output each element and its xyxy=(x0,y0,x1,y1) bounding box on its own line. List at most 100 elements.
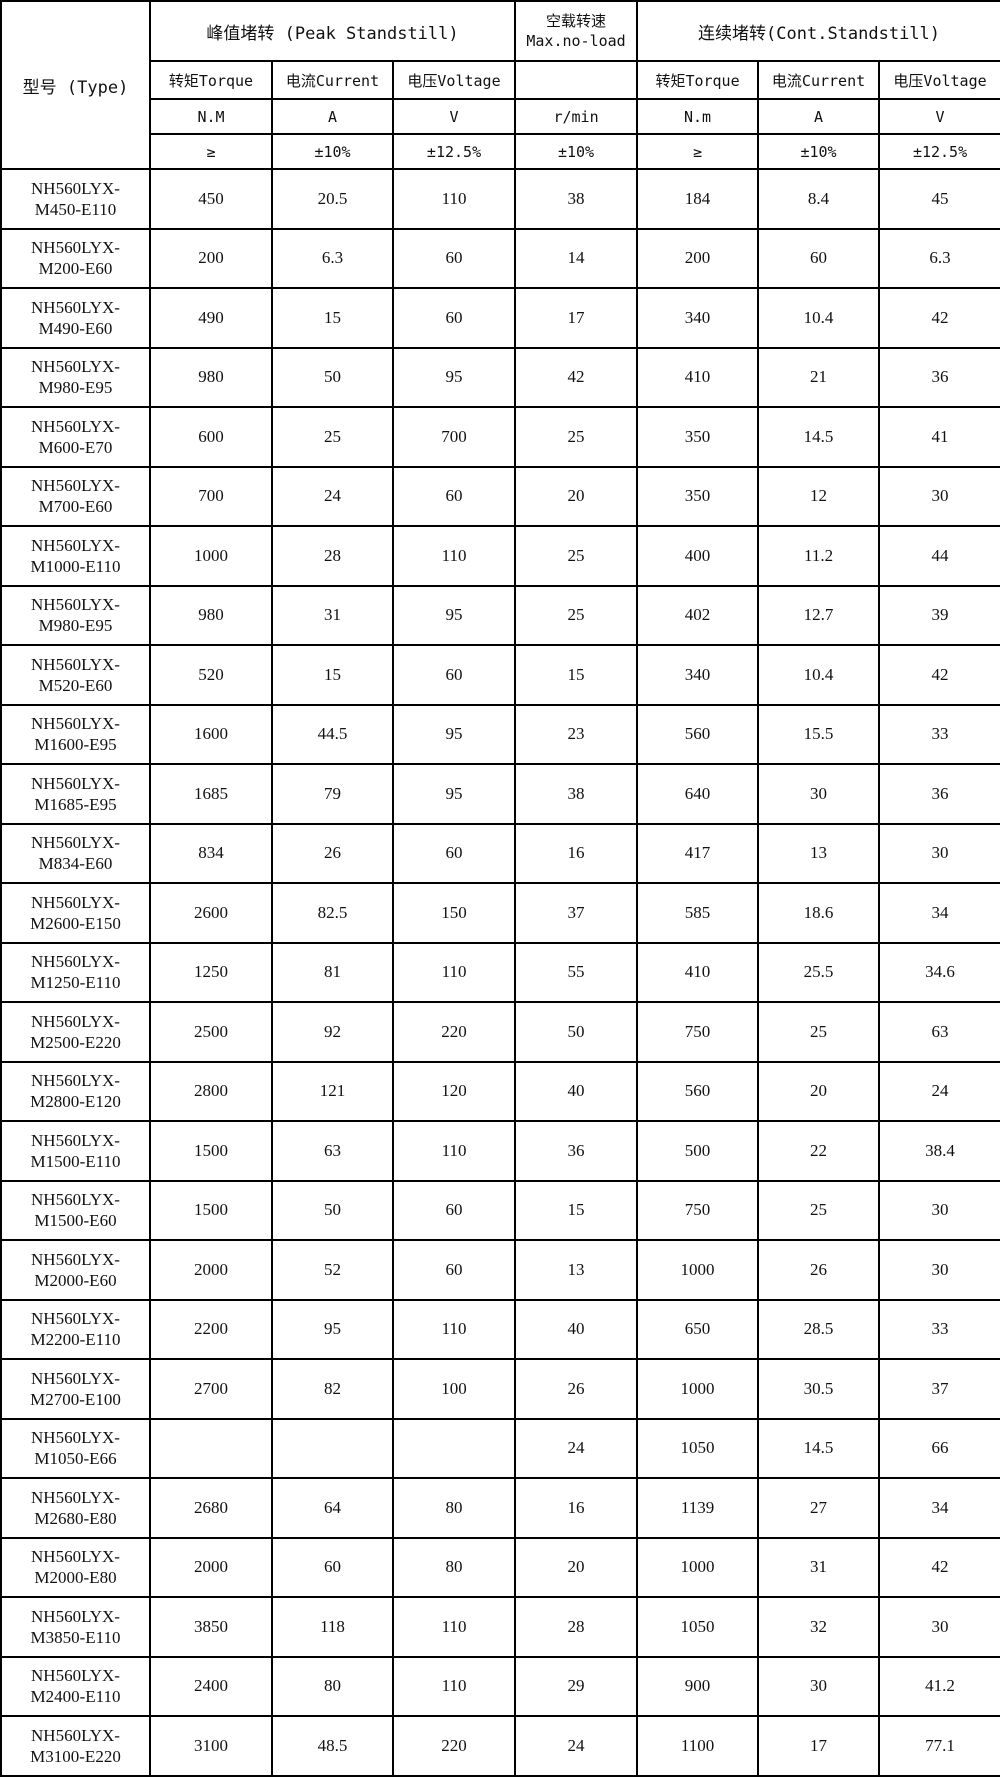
type-cell: NH560LYX- M2000-E80 xyxy=(0,1536,151,1598)
value-cell: 41.2 xyxy=(878,1655,1000,1717)
value-cell: 95 xyxy=(391,703,517,765)
type-cell: NH560LYX- M200-E60 xyxy=(0,227,151,289)
value-cell: 2680 xyxy=(149,1477,273,1539)
type-cell: NH560LYX- M3100-E220 xyxy=(0,1715,151,1777)
table-row: NH560LYX- M2000-E80 2000 60 80 20 1000 31 42 xyxy=(0,1536,1000,1598)
table-row: NH560LYX- M1685-E95 1685 79 95 38 640 30 36 xyxy=(0,763,1000,825)
type-line-2: M980-E95 xyxy=(38,616,113,636)
value-cell: 2000 xyxy=(149,1239,273,1301)
value-cell: 220 xyxy=(391,1001,517,1063)
header-unit: r/min xyxy=(514,98,639,135)
value-cell: 38.4 xyxy=(878,1120,1000,1182)
table-row: NH560LYX- M1050-E66 24 1050 14.5 66 xyxy=(0,1417,1000,1479)
header-unit: A xyxy=(271,98,394,135)
type-line-2: M600-E70 xyxy=(38,437,113,457)
value-cell: 63 xyxy=(271,1120,394,1182)
value-cell: 6.3 xyxy=(878,227,1000,289)
value-cell: 29 xyxy=(514,1655,639,1717)
value-cell: 450 xyxy=(149,168,273,230)
value-cell: 1500 xyxy=(149,1120,273,1182)
value-cell: 13 xyxy=(757,822,881,884)
value-cell: 15 xyxy=(271,644,394,706)
value-cell: 52 xyxy=(271,1239,394,1301)
table-row: NH560LYX- M2500-E220 2500 92 220 50 750 25 63 xyxy=(0,1001,1000,1063)
value-cell: 110 xyxy=(391,168,517,230)
type-line-2: M1000-E110 xyxy=(30,556,121,576)
table-row: NH560LYX- M700-E60 700 24 60 20 350 12 30 xyxy=(0,465,1000,527)
value-cell: 2600 xyxy=(149,882,273,944)
value-cell: 28.5 xyxy=(757,1298,881,1360)
header-subcolumn: 电流Current xyxy=(271,60,394,100)
value-cell: 16 xyxy=(514,822,639,884)
type-line-2: M980-E95 xyxy=(38,378,113,398)
value-cell: 50 xyxy=(271,1179,394,1241)
value-cell: 560 xyxy=(636,703,760,765)
value-cell: 100 xyxy=(391,1358,517,1420)
type-line-1: NH560LYX- xyxy=(31,654,120,674)
type-line-1: NH560LYX- xyxy=(31,238,120,258)
table-row: NH560LYX- M980-E95 980 50 95 42 410 21 36 xyxy=(0,346,1000,408)
value-cell: 95 xyxy=(391,584,517,646)
type-cell: NH560LYX- M1000-E110 xyxy=(0,525,151,587)
value-cell: 17 xyxy=(514,287,639,349)
value-cell: 6.3 xyxy=(271,227,394,289)
type-line-2: M490-E60 xyxy=(38,318,113,338)
value-cell: 110 xyxy=(391,1655,517,1717)
table-row: NH560LYX- M200-E60 200 6.3 60 14 200 60 6.3 xyxy=(0,227,1000,289)
type-line-1: NH560LYX- xyxy=(31,892,120,912)
value-cell: 36 xyxy=(878,763,1000,825)
header-subcolumn: 电压Voltage xyxy=(878,60,1000,100)
value-cell: 24 xyxy=(514,1417,639,1479)
value-cell: 200 xyxy=(149,227,273,289)
value-cell: 750 xyxy=(636,1001,760,1063)
value-cell: 23 xyxy=(514,703,639,765)
value-cell: 36 xyxy=(514,1120,639,1182)
value-cell: 16 xyxy=(514,1477,639,1539)
table-row: NH560LYX- M600-E70 600 25 700 25 350 14.5 41 xyxy=(0,406,1000,468)
value-cell: 38 xyxy=(514,763,639,825)
value-cell: 2000 xyxy=(149,1536,273,1598)
value-cell: 500 xyxy=(636,1120,760,1182)
value-cell: 20 xyxy=(514,465,639,527)
type-cell: NH560LYX- M450-E110 xyxy=(0,168,151,230)
value-cell: 10.4 xyxy=(757,644,881,706)
header-unit: A xyxy=(757,98,881,135)
type-cell: NH560LYX- M1050-E66 xyxy=(0,1417,151,1479)
table-row: NH560LYX- M490-E60 490 15 60 17 340 10.4 42 xyxy=(0,287,1000,349)
value-cell: 26 xyxy=(271,822,394,884)
value-cell: 118 xyxy=(271,1596,394,1658)
value-cell: 24 xyxy=(514,1715,639,1777)
value-cell: 25 xyxy=(514,584,639,646)
header-tolerance: ±10% xyxy=(271,133,394,170)
value-cell: 17 xyxy=(757,1715,881,1777)
value-cell: 30 xyxy=(878,1239,1000,1301)
type-line-1: NH560LYX- xyxy=(31,1428,120,1448)
value-cell: 25 xyxy=(514,525,639,587)
value-cell: 79 xyxy=(271,763,394,825)
value-cell: 50 xyxy=(271,346,394,408)
header-unit: N.m xyxy=(636,98,760,135)
type-line-1: NH560LYX- xyxy=(31,773,120,793)
value-cell: 60 xyxy=(391,1239,517,1301)
value-cell: 25 xyxy=(271,406,394,468)
value-cell: 1000 xyxy=(149,525,273,587)
value-cell: 42 xyxy=(878,1536,1000,1598)
value-cell: 200 xyxy=(636,227,760,289)
value-cell: 25 xyxy=(757,1179,881,1241)
table-row: NH560LYX- M520-E60 520 15 60 15 340 10.4 42 xyxy=(0,644,1000,706)
value-cell: 40 xyxy=(514,1298,639,1360)
value-cell: 650 xyxy=(636,1298,760,1360)
type-line-1: NH560LYX- xyxy=(31,357,120,377)
table-row: NH560LYX- M2600-E150 2600 82.5 150 37 585 18.6 3… xyxy=(0,882,1000,944)
value-cell: 410 xyxy=(636,346,760,408)
value-cell: 80 xyxy=(391,1477,517,1539)
type-line-2: M2200-E110 xyxy=(30,1330,121,1350)
value-cell: 63 xyxy=(878,1001,1000,1063)
type-line-2: M2700-E100 xyxy=(30,1389,121,1409)
value-cell: 81 xyxy=(271,941,394,1003)
table-row: NH560LYX- M1250-E110 1250 81 110 55 410 25.5 34.… xyxy=(0,941,1000,1003)
table-row: NH560LYX- M2200-E110 2200 95 110 40 650 28.5 33 xyxy=(0,1298,1000,1360)
type-line-1: NH560LYX- xyxy=(31,952,120,972)
value-cell: 410 xyxy=(636,941,760,1003)
type-cell: NH560LYX- M1500-E110 xyxy=(0,1120,151,1182)
